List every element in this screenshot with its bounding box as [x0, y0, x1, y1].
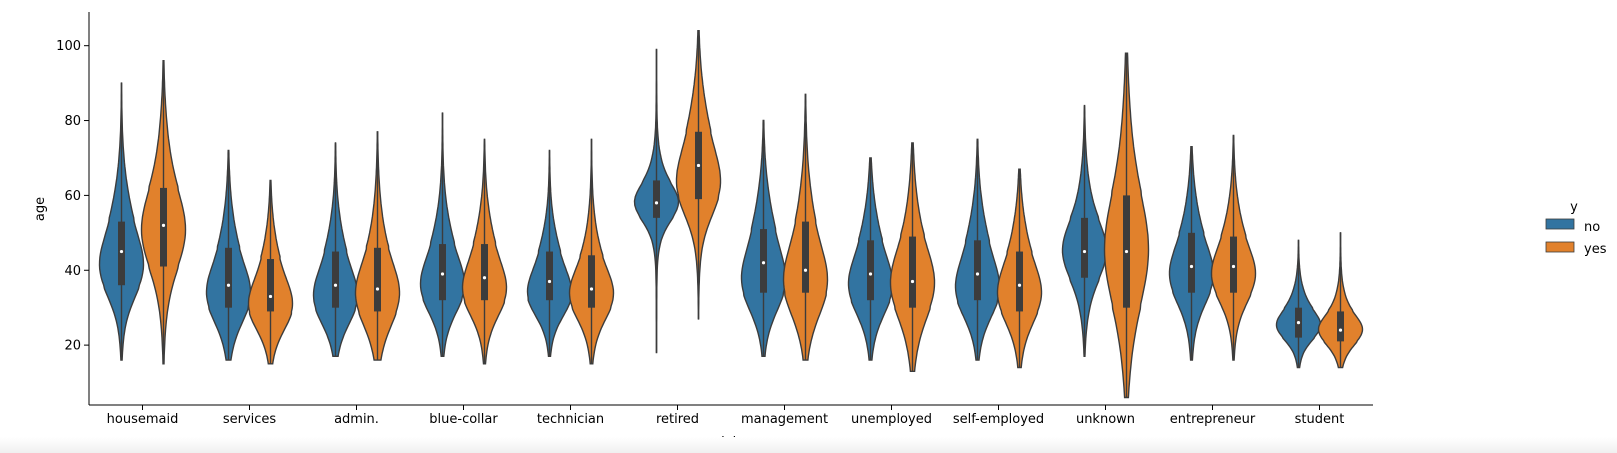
iqr-box-no-housemaid	[118, 221, 125, 286]
iqr-box-yes-student	[1337, 311, 1344, 342]
x-tick-label-housemaid: housemaid	[107, 412, 179, 427]
median-point-yes-technician	[589, 287, 594, 291]
iqr-box-no-services	[225, 247, 232, 308]
y-tick-label-40: 40	[64, 264, 81, 279]
iqr-box-yes-entrepreneur	[1230, 236, 1237, 293]
median-point-no-technician	[547, 279, 552, 284]
iqr-box-no-management	[760, 229, 767, 293]
median-point-no-admin.	[333, 283, 338, 287]
violin-layer	[98, 30, 1364, 399]
x-tick-label-retired: retired	[656, 412, 699, 427]
median-point-no-unemployed	[868, 272, 873, 276]
y-ticks: 20 40 60 80 100	[56, 39, 89, 354]
median-point-yes-retired	[696, 163, 701, 168]
median-point-no-services	[226, 283, 231, 287]
median-point-no-blue-collar	[440, 272, 445, 276]
iqr-box-yes-admin.	[374, 247, 381, 312]
median-point-no-entrepreneur	[1189, 264, 1194, 269]
median-point-yes-blue-collar	[482, 276, 487, 280]
x-tick-label-entrepreneur: entrepreneur	[1170, 412, 1256, 427]
axes	[88, 12, 1373, 406]
median-point-yes-services	[268, 294, 273, 299]
iqr-box-yes-blue-collar	[481, 244, 488, 301]
window-bottom-edge	[0, 437, 1617, 453]
legend-label-no: no	[1584, 220, 1600, 235]
iqr-box-no-technician	[546, 251, 553, 301]
iqr-box-no-unemployed	[867, 240, 874, 301]
iqr-box-yes-housemaid	[160, 187, 167, 267]
y-tick-label-60: 60	[64, 189, 81, 204]
median-point-no-unknown	[1082, 249, 1087, 254]
y-tick-label-100: 100	[56, 39, 81, 54]
median-point-yes-unemployed	[910, 279, 915, 284]
median-point-yes-housemaid	[161, 223, 166, 227]
median-point-yes-admin.	[375, 287, 380, 291]
median-point-yes-unknown	[1124, 249, 1129, 254]
iqr-box-yes-self-employed	[1016, 251, 1023, 312]
median-point-yes-student	[1338, 328, 1343, 332]
median-point-yes-management	[803, 268, 808, 272]
iqr-box-no-unknown	[1081, 217, 1088, 278]
x-tick-label-unemployed: unemployed	[851, 412, 932, 427]
legend-swatch-yes	[1545, 241, 1575, 253]
median-point-no-student	[1296, 321, 1301, 325]
iqr-box-yes-technician	[588, 255, 595, 308]
legend-swatch-no	[1545, 218, 1575, 230]
x-ticks: housemaid services admin. blue-collar techni…	[107, 405, 1345, 427]
iqr-box-no-retired	[653, 180, 660, 218]
x-tick-label-self-employed: self-employed	[953, 412, 1044, 427]
legend-title: y	[1570, 200, 1578, 215]
x-tick-label-services: services	[223, 412, 277, 427]
legend-label-yes: yes	[1584, 242, 1607, 257]
median-point-yes-entrepreneur	[1231, 264, 1236, 269]
x-tick-label-management: management	[741, 412, 828, 427]
iqr-box-yes-management	[802, 221, 809, 293]
x-tick-label-admin.: admin.	[334, 412, 379, 427]
x-tick-label-blue-collar: blue-collar	[429, 412, 498, 427]
legend: y no yes	[1545, 200, 1607, 257]
y-axis-label: age	[33, 197, 48, 221]
iqr-box-no-admin.	[332, 251, 339, 308]
y-tick-label-80: 80	[64, 114, 81, 129]
median-point-no-housemaid	[119, 249, 124, 254]
iqr-box-yes-services	[267, 259, 274, 312]
iqr-box-no-self-employed	[974, 240, 981, 301]
median-point-no-management	[761, 261, 766, 265]
median-point-no-self-employed	[975, 272, 980, 276]
median-point-no-retired	[654, 201, 659, 205]
iqr-box-no-blue-collar	[439, 244, 446, 301]
x-tick-label-unknown: unknown	[1076, 412, 1135, 427]
median-point-yes-self-employed	[1017, 283, 1022, 287]
x-tick-label-student: student	[1295, 412, 1345, 427]
x-tick-label-technician: technician	[537, 412, 604, 427]
iqr-box-yes-unemployed	[909, 236, 916, 308]
y-tick-label-20: 20	[64, 339, 81, 354]
iqr-box-no-entrepreneur	[1188, 232, 1195, 293]
